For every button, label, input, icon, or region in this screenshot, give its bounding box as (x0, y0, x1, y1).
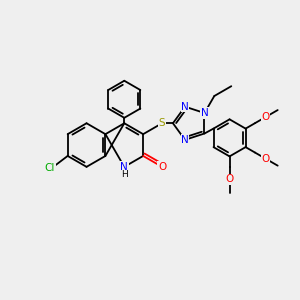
Text: O: O (225, 174, 234, 184)
Text: H: H (121, 170, 128, 179)
Text: O: O (261, 154, 269, 164)
Text: N: N (181, 135, 189, 145)
Text: O: O (261, 112, 269, 122)
Text: Cl: Cl (45, 163, 55, 173)
Text: N: N (181, 102, 189, 112)
Text: O: O (158, 162, 166, 172)
Text: S: S (159, 118, 165, 128)
Text: N: N (120, 162, 128, 172)
Text: N: N (201, 108, 208, 118)
